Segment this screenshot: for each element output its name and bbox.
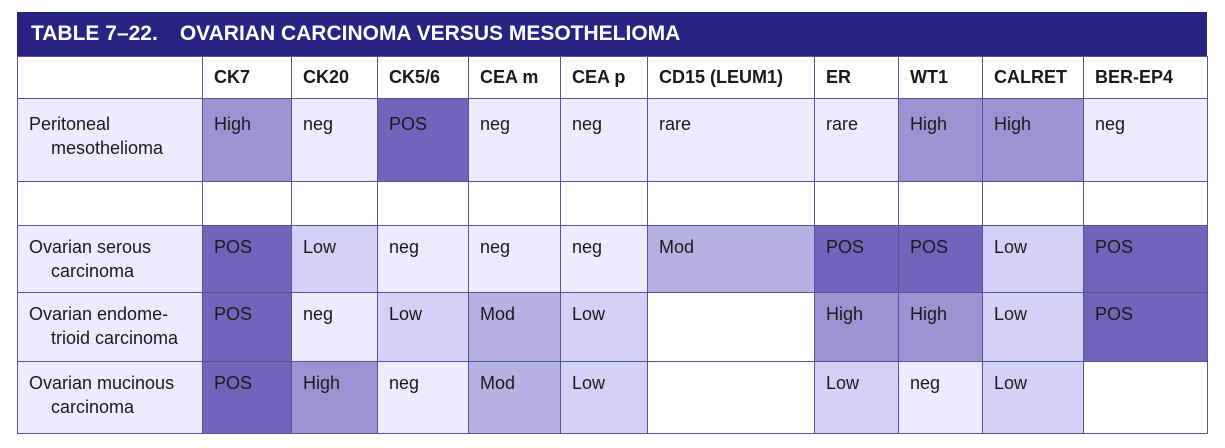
row-label: Ovarian mucinous carcinoma xyxy=(17,361,203,434)
table-cell: Mod xyxy=(647,225,815,293)
table-cell: Low xyxy=(291,225,378,293)
table-cell: Low xyxy=(982,225,1084,293)
table-cell xyxy=(202,181,292,226)
row-label: Ovarian endome-trioid carcinoma xyxy=(17,292,203,362)
header-corner xyxy=(17,56,203,99)
table-cell: Low xyxy=(814,361,899,434)
table-cell: POS xyxy=(202,292,292,362)
table-cell xyxy=(377,181,469,226)
table-container: TABLE 7–22. OVARIAN CARCINOMA VERSUS MESO… xyxy=(17,12,1208,434)
table-cell xyxy=(814,181,899,226)
table-cell: neg xyxy=(1083,98,1208,182)
table-row: Peritoneal mesothelioma High neg POS neg … xyxy=(17,98,1208,182)
column-header: WT1 xyxy=(898,56,983,99)
column-header: CK7 xyxy=(202,56,292,99)
table-cell: Mod xyxy=(468,361,561,434)
table-cell: High xyxy=(898,292,983,362)
table-cell: High xyxy=(291,361,378,434)
table-title-bar: TABLE 7–22. OVARIAN CARCINOMA VERSUS MESO… xyxy=(17,12,1207,56)
table-cell xyxy=(1083,361,1208,434)
table-cell xyxy=(17,181,203,226)
table-cell xyxy=(647,361,815,434)
table-cell: POS xyxy=(202,361,292,434)
table-cell xyxy=(647,181,815,226)
table-cell: Low xyxy=(982,292,1084,362)
table-cell: neg xyxy=(898,361,983,434)
row-label: Peritoneal mesothelioma xyxy=(17,98,203,182)
table-cell xyxy=(898,181,983,226)
table-cell: Mod xyxy=(468,292,561,362)
table-cell xyxy=(291,181,378,226)
comparison-table: CK7 CK20 CK5/6 CEA m CEA p CD15 (LEUM1) … xyxy=(17,56,1208,434)
table-cell: neg xyxy=(377,225,469,293)
column-header: CK20 xyxy=(291,56,378,99)
table-cell: POS xyxy=(202,225,292,293)
column-header: ER xyxy=(814,56,899,99)
table-cell: High xyxy=(202,98,292,182)
table-cell: neg xyxy=(291,98,378,182)
table-cell: rare xyxy=(814,98,899,182)
spacer-row xyxy=(17,181,1208,226)
table-cell: neg xyxy=(377,361,469,434)
table-cell: Low xyxy=(560,361,648,434)
column-header: CK5/6 xyxy=(377,56,469,99)
table-cell: POS xyxy=(377,98,469,182)
table-row: Ovarian serous carcinoma POS Low neg neg … xyxy=(17,225,1208,293)
table-cell: POS xyxy=(1083,225,1208,293)
table-cell: neg xyxy=(468,98,561,182)
column-header: CEA p xyxy=(560,56,648,99)
table-cell: Low xyxy=(377,292,469,362)
column-header: BER-EP4 xyxy=(1083,56,1208,99)
table-cell: neg xyxy=(560,98,648,182)
table-cell: High xyxy=(898,98,983,182)
table-cell xyxy=(1083,181,1208,226)
table-title: OVARIAN CARCINOMA VERSUS MESOTHELIOMA xyxy=(179,22,681,45)
table-cell: Low xyxy=(982,361,1084,434)
column-header: CD15 (LEUM1) xyxy=(647,56,815,99)
table-cell: POS xyxy=(898,225,983,293)
column-header: CALRET xyxy=(982,56,1084,99)
table-cell: Low xyxy=(560,292,648,362)
table-cell: High xyxy=(982,98,1084,182)
table-row: Ovarian endome-trioid carcinoma POS neg … xyxy=(17,292,1208,362)
table-row: Ovarian mucinous carcinoma POS High neg M… xyxy=(17,361,1208,434)
table-cell: POS xyxy=(814,225,899,293)
table-cell xyxy=(982,181,1084,226)
table-cell: rare xyxy=(647,98,815,182)
table-cell: neg xyxy=(468,225,561,293)
row-label: Ovarian serous carcinoma xyxy=(17,225,203,293)
header-row: CK7 CK20 CK5/6 CEA m CEA p CD15 (LEUM1) … xyxy=(17,56,1208,99)
table-cell: neg xyxy=(291,292,378,362)
table-cell xyxy=(560,181,648,226)
table-cell xyxy=(647,292,815,362)
table-cell: neg xyxy=(560,225,648,293)
table-cell xyxy=(468,181,561,226)
table-number: TABLE 7–22. xyxy=(31,22,158,45)
table-cell: High xyxy=(814,292,899,362)
table-cell: POS xyxy=(1083,292,1208,362)
column-header: CEA m xyxy=(468,56,561,99)
